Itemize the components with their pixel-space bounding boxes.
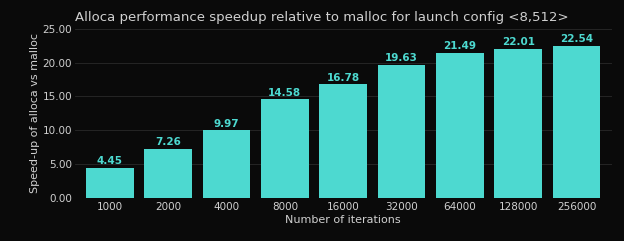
Text: 7.26: 7.26 <box>155 137 181 147</box>
Text: Alloca performance speedup relative to malloc for launch config <8,512>: Alloca performance speedup relative to m… <box>75 11 568 24</box>
Text: 22.01: 22.01 <box>502 37 535 47</box>
Text: 21.49: 21.49 <box>444 41 476 51</box>
Text: 22.54: 22.54 <box>560 34 593 44</box>
Text: 9.97: 9.97 <box>214 119 240 129</box>
Bar <box>319 84 367 198</box>
Bar <box>144 149 192 198</box>
Bar <box>378 65 426 198</box>
Text: 4.45: 4.45 <box>97 156 123 166</box>
Text: 14.58: 14.58 <box>268 87 301 98</box>
Bar <box>436 53 484 198</box>
Bar <box>553 46 600 198</box>
Text: 19.63: 19.63 <box>385 54 418 63</box>
Bar <box>261 99 309 198</box>
Bar <box>203 130 250 198</box>
X-axis label: Number of iterations: Number of iterations <box>285 214 401 225</box>
Bar <box>86 167 134 198</box>
Text: 16.78: 16.78 <box>326 73 360 83</box>
Y-axis label: Speed-up of alloca vs malloc: Speed-up of alloca vs malloc <box>30 33 40 193</box>
Bar <box>494 49 542 198</box>
